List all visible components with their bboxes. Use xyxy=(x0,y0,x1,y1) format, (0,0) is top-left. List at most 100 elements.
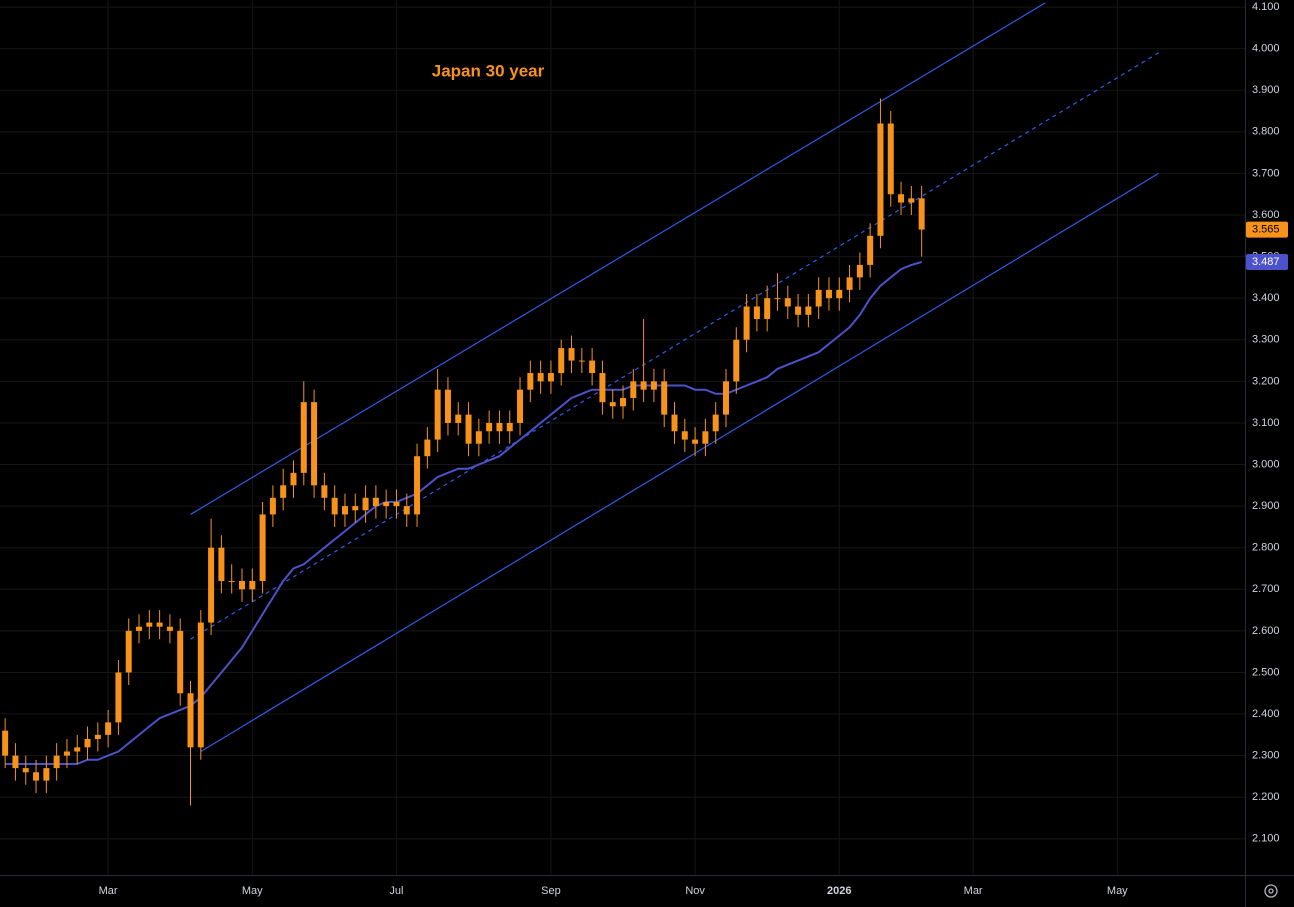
y-tick-label: 3.600 xyxy=(1252,209,1280,221)
grid xyxy=(0,0,1245,875)
y-tick-label: 3.800 xyxy=(1252,126,1280,138)
y-tick-label: 2.600 xyxy=(1252,625,1280,637)
y-tick-label: 3.300 xyxy=(1252,334,1280,346)
settings-button[interactable] xyxy=(1264,884,1278,898)
candle-body xyxy=(877,123,884,236)
candle-body xyxy=(22,768,29,773)
candle-body xyxy=(547,373,554,382)
candle-body xyxy=(867,235,874,265)
candle-body xyxy=(846,277,853,290)
x-tick-label: Nov xyxy=(685,885,705,897)
candle-body xyxy=(620,397,627,407)
candle-body xyxy=(43,768,50,781)
candle-body xyxy=(311,402,318,486)
candle-body xyxy=(424,439,431,457)
candle-body xyxy=(393,501,400,507)
candle-body xyxy=(475,431,482,444)
candle-body xyxy=(300,402,307,473)
candle-body xyxy=(712,414,719,432)
candle-body xyxy=(836,289,843,299)
candle-body xyxy=(156,622,163,627)
candle-body xyxy=(795,306,802,315)
candle-body xyxy=(764,298,771,319)
candle-body xyxy=(589,360,596,374)
candle-body xyxy=(84,739,91,748)
y-tick-label: 2.500 xyxy=(1252,666,1280,678)
candle-body xyxy=(321,485,328,498)
candle-body xyxy=(465,414,472,444)
y-tick-label: 2.800 xyxy=(1252,542,1280,554)
candle-body xyxy=(661,381,668,415)
candle-body xyxy=(722,381,729,415)
candle-body xyxy=(650,381,657,390)
candle-body xyxy=(12,755,19,769)
candle-body xyxy=(908,198,915,203)
candle-body xyxy=(486,422,493,432)
y-tick-label: 4.100 xyxy=(1252,1,1280,13)
candle-body xyxy=(177,630,184,694)
chart-title: Japan 30 year xyxy=(432,61,545,80)
candle-body xyxy=(671,414,678,432)
candle-body xyxy=(136,626,143,631)
candle-body xyxy=(259,514,266,581)
y-tick-label: 3.000 xyxy=(1252,458,1280,470)
candle-body xyxy=(506,422,513,432)
candle-body xyxy=(517,389,524,423)
y-tick-label: 3.700 xyxy=(1252,167,1280,179)
candle-body xyxy=(403,506,410,515)
axes: 2.100 2.200 2.300 2.400 2.500 2.600 2.700 2.800… xyxy=(99,1,1288,897)
candle-body xyxy=(733,339,740,382)
x-tick-label: 2026 xyxy=(827,885,851,897)
candle-body xyxy=(249,580,256,590)
candle-body xyxy=(609,402,616,407)
x-tick-label: Sep xyxy=(541,885,561,897)
candle-body xyxy=(815,289,822,307)
candle-body xyxy=(918,198,925,230)
y-tick-label: 2.300 xyxy=(1252,750,1280,762)
y-tick-label: 3.200 xyxy=(1252,375,1280,387)
candle-body xyxy=(228,580,235,582)
candle-body xyxy=(105,722,112,735)
x-tick-label: May xyxy=(1107,885,1128,897)
candle-body xyxy=(208,547,215,623)
y-tick-label: 4.000 xyxy=(1252,43,1280,55)
y-tick-label: 2.400 xyxy=(1252,708,1280,720)
candle-body xyxy=(496,422,503,432)
candle-body xyxy=(753,306,760,319)
candle-body xyxy=(784,298,791,307)
candle-body xyxy=(63,751,70,756)
candle-body xyxy=(805,306,812,315)
candle-body xyxy=(372,497,379,507)
candle-body xyxy=(383,501,390,507)
candle-body xyxy=(74,747,81,752)
candle-body xyxy=(362,497,369,511)
y-tick-label: 3.900 xyxy=(1252,84,1280,96)
candle-body xyxy=(94,734,101,740)
trendline xyxy=(200,172,1159,752)
y-tick-label: 2.700 xyxy=(1252,583,1280,595)
candle-body xyxy=(290,472,297,486)
candle-body xyxy=(599,373,606,403)
candle-body xyxy=(125,630,132,673)
ma-price-label: 3.487 xyxy=(1252,256,1280,268)
candle-body xyxy=(455,414,462,423)
candle-body xyxy=(578,360,585,362)
x-tick-label: Mar xyxy=(964,885,983,897)
candle-body xyxy=(2,730,9,756)
candle-body xyxy=(537,373,544,382)
trendline xyxy=(190,2,1046,515)
candle-body xyxy=(238,580,245,590)
candle-body xyxy=(774,298,781,300)
candle-body xyxy=(640,381,647,390)
candle-body xyxy=(33,772,40,781)
x-tick-label: May xyxy=(242,885,263,897)
last-price-label: 3.565 xyxy=(1252,223,1280,235)
x-tick-label: Mar xyxy=(99,885,118,897)
candle-body xyxy=(352,506,359,511)
candle-body xyxy=(341,506,348,515)
last-price-box xyxy=(1246,221,1288,238)
y-tick-label: 2.200 xyxy=(1252,791,1280,803)
moving-average xyxy=(5,261,922,765)
candle-body xyxy=(115,672,122,723)
